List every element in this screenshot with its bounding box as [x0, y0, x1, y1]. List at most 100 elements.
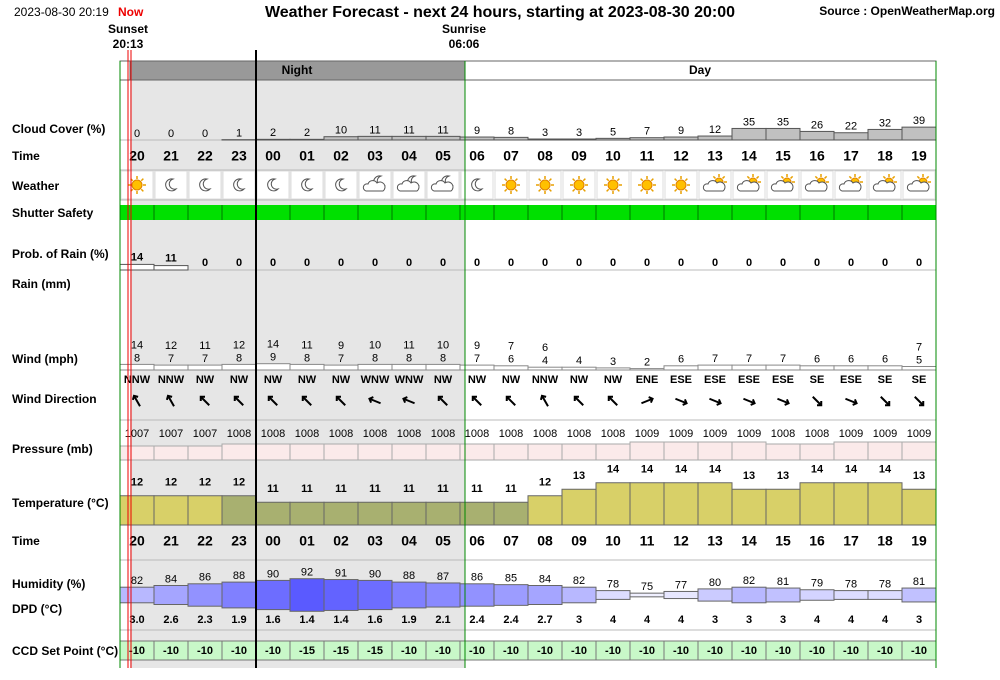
sun-ray: [684, 178, 688, 182]
humidity-bar: [323, 579, 359, 611]
hour: 01: [299, 148, 315, 164]
cloud-bar: [833, 132, 869, 141]
sun-ray: [916, 175, 920, 179]
humidity-value: 80: [709, 577, 721, 589]
wind-speed: 4: [576, 355, 582, 367]
hour: 13: [707, 533, 723, 549]
humidity-bar: [187, 583, 223, 607]
dpd-value: 3.0: [129, 614, 144, 626]
pressure-value: 1008: [771, 428, 795, 440]
moon: [471, 178, 484, 192]
temperature-value: 14: [811, 464, 824, 476]
moon: [165, 178, 178, 192]
wind-arrow: [233, 395, 244, 406]
humidity-value: 78: [607, 579, 619, 591]
sunrise-time: 06:06: [449, 37, 480, 51]
pressure-value: 1008: [499, 428, 523, 440]
cloud: [804, 180, 828, 192]
weather-cell: [256, 170, 290, 200]
weather-icon: [128, 176, 146, 194]
pressure-value: 1007: [193, 428, 217, 440]
wind-arrow: [845, 397, 858, 406]
weather-icon: [471, 178, 484, 192]
wind-arrow: [505, 395, 516, 406]
dpd-value: 4: [848, 614, 855, 626]
wind-gust: 7: [916, 341, 922, 353]
sun-ray: [650, 178, 654, 182]
humidity-bar: [629, 592, 665, 598]
pressure-bar: [187, 445, 223, 461]
wind-bar: [731, 364, 767, 371]
temperature-bar: [663, 482, 699, 526]
sun-ray: [712, 175, 716, 179]
dpd-value: 2.1: [435, 614, 450, 626]
pressure-value: 1008: [567, 428, 591, 440]
hour: 20: [129, 533, 145, 549]
cloud-value: 35: [777, 116, 789, 128]
wind-direction: NW: [468, 374, 487, 386]
hour: 08: [537, 148, 553, 164]
wind-speed: 9: [270, 352, 276, 364]
pressure-value: 1008: [601, 428, 625, 440]
wind-speed: 6: [508, 354, 514, 366]
temperature-value: 12: [233, 477, 245, 489]
wind-direction: WNW: [361, 374, 390, 386]
pressure-bar: [663, 441, 699, 461]
pressure-bar: [765, 443, 801, 461]
hour: 22: [197, 533, 213, 549]
sun-ray: [582, 178, 586, 182]
cloud-value: 39: [913, 115, 925, 127]
weather-icon: [570, 176, 588, 194]
pressure-bar: [629, 441, 665, 461]
hour: 23: [231, 533, 247, 549]
sun-ray: [640, 188, 644, 192]
pressure-bar: [527, 443, 563, 461]
cloud-value: 12: [709, 124, 721, 136]
wind-gust: 7: [508, 341, 514, 353]
wind-gust: 9: [338, 340, 344, 352]
rain-prob-value: 0: [474, 257, 480, 269]
wind-direction: ESE: [704, 374, 726, 386]
humidity-value: 82: [573, 575, 585, 587]
pressure-bar: [119, 445, 155, 461]
wind-arrow: [607, 395, 618, 406]
temperature-bar: [731, 488, 767, 526]
wind-arrow: [368, 396, 381, 405]
row-label: CCD Set Point (°C): [12, 644, 118, 658]
moon: [233, 178, 246, 192]
wind-bar: [425, 363, 461, 371]
cloud-value: 9: [474, 125, 480, 137]
wind-gust: 11: [199, 340, 210, 352]
wind-direction: ENE: [636, 374, 659, 386]
cloud-value: 0: [134, 128, 140, 140]
sun-ray: [674, 188, 678, 192]
title: Weather Forecast - next 24 hours, starti…: [265, 4, 735, 21]
hour: 05: [435, 148, 451, 164]
wind-speed: 7: [474, 353, 480, 365]
arrow-shape: [607, 395, 618, 406]
pressure-bar: [799, 443, 835, 461]
temperature-value: 12: [131, 477, 143, 489]
sun-ray: [892, 175, 896, 179]
cloud: [736, 180, 760, 192]
wind-bar: [765, 364, 801, 371]
humidity-bar: [221, 581, 257, 609]
wind-gust: 10: [437, 339, 449, 351]
dpd-value: 3: [712, 614, 718, 626]
row-label: Time: [12, 149, 40, 163]
ccd-value: -10: [605, 645, 621, 657]
wind-gust: 11: [301, 339, 312, 351]
wind-arrow: [641, 396, 654, 405]
hour: 21: [163, 533, 179, 549]
hour: 17: [843, 533, 859, 549]
sun-ray: [606, 188, 610, 192]
rain-prob-value: 0: [780, 257, 786, 269]
dpd-value: 4: [678, 614, 685, 626]
weather-icon: [165, 178, 178, 192]
pressure-value: 1008: [363, 428, 387, 440]
wind-bar: [255, 363, 291, 371]
sun-ray: [504, 178, 508, 182]
pressure-value: 1008: [431, 428, 455, 440]
wind-bar: [289, 363, 325, 371]
pressure-value: 1008: [295, 428, 319, 440]
